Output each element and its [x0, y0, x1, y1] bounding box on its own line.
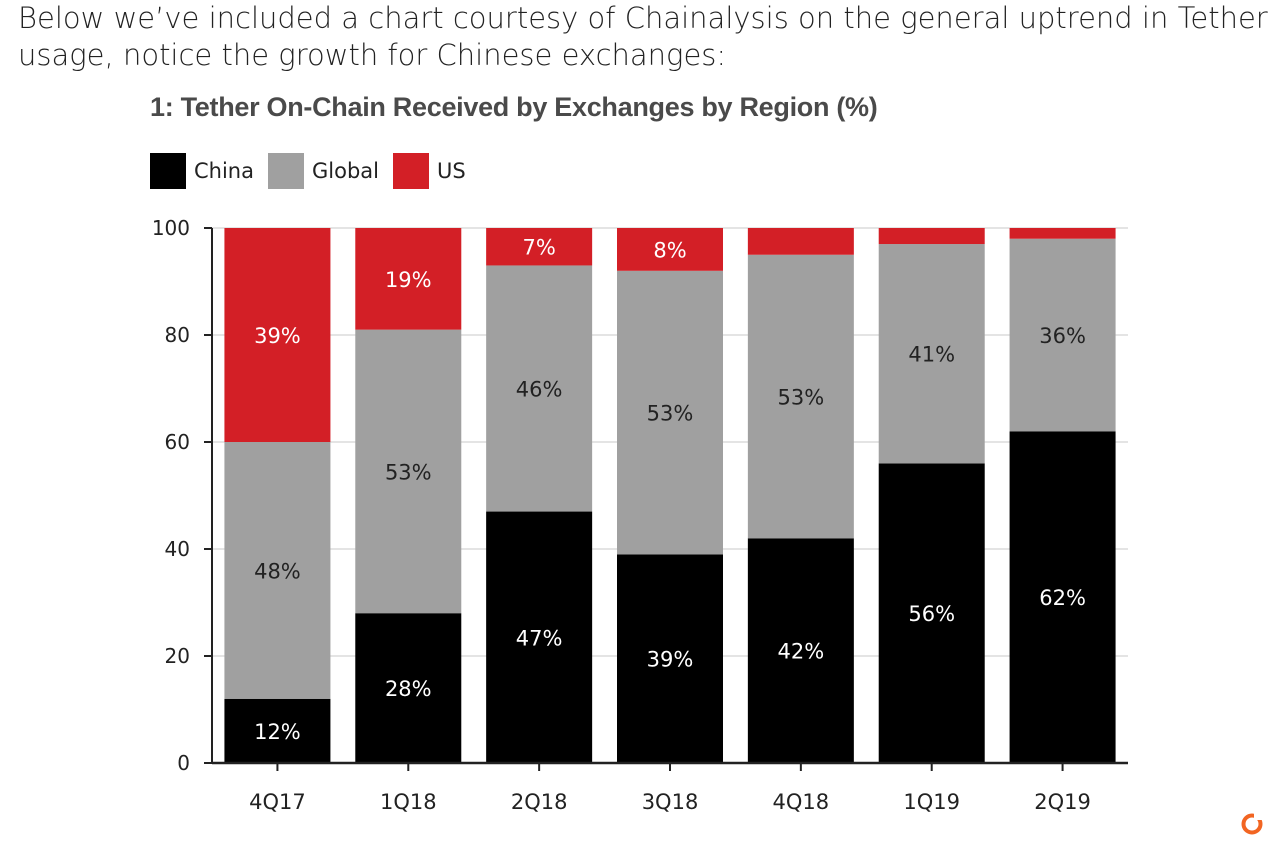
data-label-china-4q18: 42%	[778, 640, 825, 664]
bar-us-3q18	[617, 228, 723, 271]
bar-china-2q18	[486, 511, 593, 763]
orange-ring-logo-icon	[1241, 812, 1264, 835]
data-label-global-1q19: 41%	[908, 343, 955, 367]
legend-item-us: US	[393, 153, 466, 189]
data-label-china-3q18: 39%	[647, 648, 694, 672]
intro-paragraph: Below we’ve included a chart courtesy of…	[18, 1, 1268, 72]
data-label-china-1q19: 56%	[908, 602, 955, 626]
x-tick-label: 4Q17	[249, 790, 306, 814]
data-label-global-3q18: 53%	[647, 402, 694, 426]
legend-item-china: China	[150, 153, 254, 189]
legend-label-global: Global	[312, 159, 379, 183]
data-label-china-2q18: 47%	[516, 626, 563, 650]
x-tick-label: 4Q18	[773, 790, 830, 814]
bar-global-2q19	[1009, 238, 1116, 432]
bar-china-3q18	[617, 554, 723, 763]
x-tick-label: 1Q18	[380, 790, 437, 814]
bar-us-4q17	[224, 228, 331, 442]
bar-global-1q19	[878, 244, 985, 464]
bar-china-4q18	[747, 538, 854, 763]
bar-global-1q18	[355, 329, 462, 614]
legend-label-china: China	[194, 159, 254, 183]
y-tick-label: 80	[165, 323, 190, 347]
legend-swatch-china	[150, 153, 186, 189]
legend-label-us: US	[437, 159, 466, 183]
chart-title: 1: Tether On-Chain Received by Exchanges…	[150, 92, 878, 122]
data-label-us-4q17: 39%	[254, 324, 301, 348]
x-tick-label: 2Q18	[511, 790, 568, 814]
data-label-global-4q18: 53%	[778, 386, 825, 410]
data-label-china-1q18: 28%	[385, 677, 432, 701]
data-label-china-4q17: 12%	[254, 720, 301, 744]
bar-global-3q18	[617, 270, 723, 555]
x-tick-label: 2Q19	[1034, 790, 1091, 814]
data-label-global-2q19: 36%	[1039, 324, 1086, 348]
bar-us-2q18	[486, 228, 593, 266]
bar-global-4q18	[747, 254, 854, 539]
bar-us-4q18	[747, 228, 854, 255]
bar-global-4q17	[224, 442, 331, 699]
x-tick-label: 1Q19	[903, 790, 960, 814]
chart-legend: China Global US	[150, 153, 480, 189]
bar-us-1q18	[355, 228, 462, 330]
legend-swatch-us	[393, 153, 429, 189]
y-tick-label: 40	[165, 537, 190, 561]
y-tick-label: 20	[165, 644, 190, 668]
bar-china-2q19	[1009, 431, 1116, 763]
data-label-china-2q19: 62%	[1039, 586, 1086, 610]
bar-china-1q19	[878, 463, 985, 763]
bar-us-2q19	[1009, 228, 1116, 239]
legend-item-global: Global	[268, 153, 379, 189]
bar-china-1q18	[355, 613, 462, 763]
data-label-us-3q18: 8%	[653, 238, 686, 262]
bar-china-4q17	[224, 698, 331, 763]
legend-swatch-global	[268, 153, 304, 189]
bar-global-2q18	[486, 265, 593, 512]
data-label-us-1q18: 19%	[385, 268, 432, 292]
data-label-us-2q18: 7%	[522, 236, 555, 260]
y-tick-label: 60	[165, 430, 190, 454]
data-label-global-2q18: 46%	[516, 378, 563, 402]
y-tick-label: 0	[177, 751, 190, 775]
y-tick-label: 100	[152, 216, 190, 240]
bar-us-1q19	[878, 228, 985, 245]
x-tick-label: 3Q18	[642, 790, 699, 814]
data-label-global-4q17: 48%	[254, 559, 301, 583]
data-label-global-1q18: 53%	[385, 460, 432, 484]
